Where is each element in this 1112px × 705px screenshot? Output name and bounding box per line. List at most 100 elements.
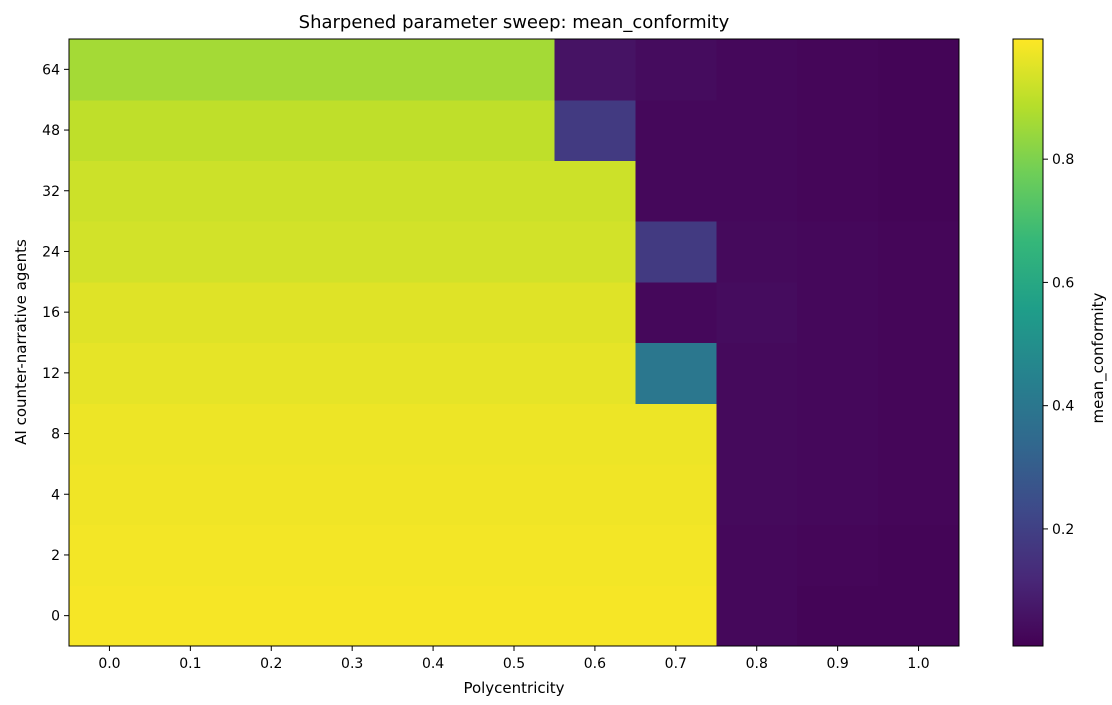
heatmap-cell [635,585,717,647]
x-tick-label: 0.8 [746,656,768,672]
heatmap-cell [230,524,313,586]
heatmap-cell [473,403,556,465]
y-axis-label: AI counter-narrative agents [12,239,30,445]
heatmap-cell [69,160,151,222]
heatmap-cell [392,342,475,404]
heatmap-cell [230,342,313,404]
heatmap-cell [230,463,313,526]
heatmap-cell [230,403,313,465]
heatmap-cell [554,221,636,283]
heatmap-cell [392,281,475,344]
heatmap-cell [797,585,879,647]
heatmap-cell [311,39,394,101]
heatmap-cell [473,342,556,404]
heatmap-cell [878,524,960,586]
heatmap-cell [473,39,556,101]
heatmap-cells [69,39,960,647]
heatmap-cell [392,39,475,101]
heatmap-cell [149,403,232,465]
heatmap-cell [69,342,151,404]
heatmap-cell [230,99,313,161]
heatmap-cell [392,585,475,647]
heatmap-cell [149,99,232,161]
heatmap-cell [149,281,232,344]
heatmap-cell [554,403,636,465]
heatmap-cell [230,160,313,222]
y-tick-label: 64 [42,62,60,78]
heatmap-cell [149,463,232,526]
x-tick-label: 0.0 [98,656,120,672]
heatmap-cell [69,585,151,647]
heatmap-cell [716,221,798,283]
heatmap-cell [878,281,960,344]
heatmap-cell [797,160,879,222]
x-tick-label: 0.6 [584,656,606,672]
heatmap-cell [392,99,475,161]
heatmap-cell [716,585,798,647]
heatmap-cell [392,524,475,586]
heatmap-cell [392,221,475,283]
heatmap-cell [473,524,556,586]
heatmap-cell [878,342,960,404]
heatmap-cell [149,585,232,647]
heatmap-cell [69,281,151,344]
heatmap-cell [230,281,313,344]
y-tick-label: 8 [51,427,60,443]
heatmap-cell [69,524,151,586]
heatmap-cell [878,160,960,222]
heatmap-cell [149,39,232,101]
heatmap-cell [797,463,879,526]
heatmap-cell [878,585,960,647]
heatmap-cell [635,342,717,404]
heatmap-cell [797,281,879,344]
heatmap-cell [69,221,151,283]
heatmap-cell [716,99,798,161]
y-tick-label: 2 [51,548,60,564]
heatmap-cell [554,99,636,161]
colorbar-tick-label: 0.4 [1052,399,1074,415]
heatmap-cell [635,221,717,283]
chart-title: Sharpened parameter sweep: mean_conformi… [299,12,730,33]
x-tick-label: 0.5 [503,656,525,672]
heatmap-cell [230,221,313,283]
heatmap-cell [473,585,556,647]
y-tick-label: 32 [42,184,60,200]
x-tick-label: 0.4 [422,656,444,672]
heatmap-cell [554,463,636,526]
heatmap-cell [554,39,636,101]
heatmap-cell [149,342,232,404]
colorbar-tick-label: 0.2 [1052,522,1074,538]
heatmap-cell [554,160,636,222]
heatmap-cell [311,160,394,222]
heatmap-cell [473,281,556,344]
y-tick-label: 0 [51,609,60,625]
heatmap-cell [311,99,394,161]
heatmap-cell [797,403,879,465]
heatmap-cell [878,99,960,161]
x-tick-label: 0.3 [341,656,363,672]
x-tick-label: 0.7 [665,656,687,672]
heatmap-cell [878,403,960,465]
heatmap-cell [635,403,717,465]
heatmap-cell [473,160,556,222]
x-axis-ticks: 0.0 0.1 0.2 0.3 0.4 0.5 0.6 0.7 0.8 0.9 1.0 [98,646,930,672]
heatmap-cell [311,342,394,404]
heatmap-cell [716,524,798,586]
heatmap-cell [392,160,475,222]
y-tick-label: 48 [42,123,60,139]
heatmap-cell [554,524,636,586]
y-tick-label: 4 [51,487,60,503]
heatmap-cell [797,221,879,283]
heatmap-cell [635,39,717,101]
heatmap-cell [311,463,394,526]
heatmap-cell [716,281,798,344]
heatmap-cell [149,160,232,222]
colorbar [1012,38,1044,647]
heatmap-cell [149,221,232,283]
heatmap-cell [878,39,960,101]
heatmap-cell [69,463,151,526]
heatmap-cell [716,160,798,222]
colorbar-ticks: 0.2 0.4 0.6 0.8 [1043,152,1074,538]
y-tick-label: 24 [42,244,60,260]
heatmap-cell [311,403,394,465]
